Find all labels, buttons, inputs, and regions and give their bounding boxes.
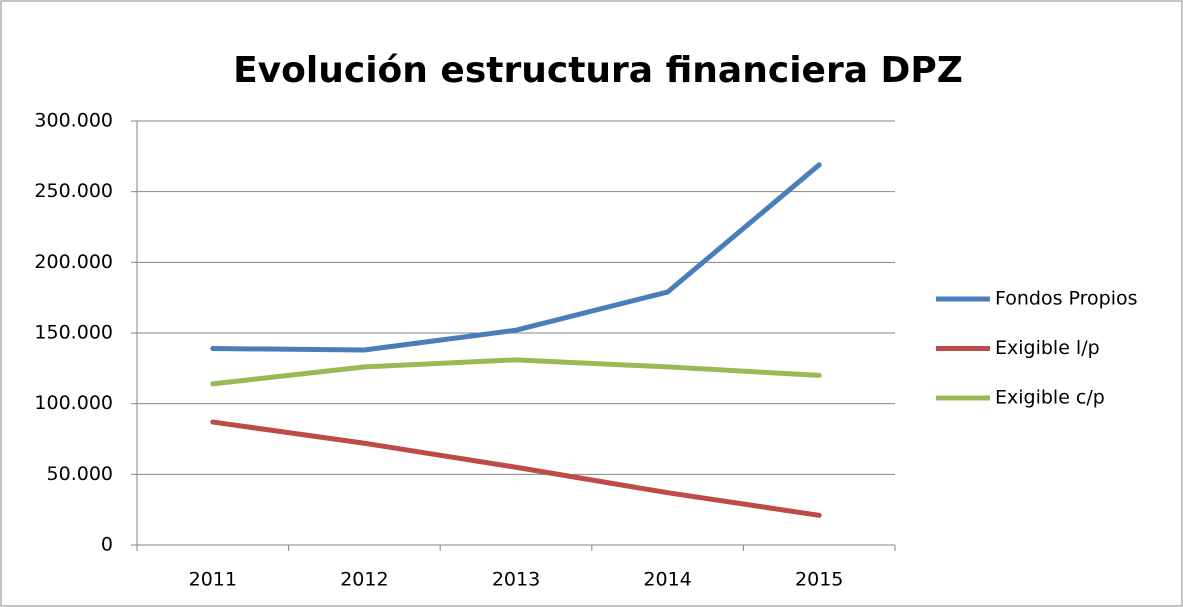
y-tick-label: 50.000 xyxy=(47,463,113,485)
y-tick-label: 300.000 xyxy=(34,110,113,132)
y-tick-label: 100.000 xyxy=(34,392,113,414)
chart-title: Evolución estructura financiera DPZ xyxy=(233,50,963,91)
y-tick-label: 150.000 xyxy=(34,322,113,344)
x-tick-label: 2015 xyxy=(795,569,843,591)
series-line xyxy=(210,419,822,518)
x-tick-label: 2011 xyxy=(189,569,237,591)
y-tick-label: 0 xyxy=(101,534,113,556)
series-line xyxy=(210,357,822,387)
x-tick-label: 2013 xyxy=(492,569,540,591)
x-tick-label: 2014 xyxy=(643,569,691,591)
legend-label: Exigible c/p xyxy=(995,387,1105,409)
legend-label: Exigible l/p xyxy=(995,337,1100,359)
legend-label: Fondos Propios xyxy=(995,288,1138,310)
x-tick-label: 2012 xyxy=(340,569,388,591)
y-tick-label: 200.000 xyxy=(34,251,113,273)
series-line xyxy=(210,162,822,353)
y-tick-label: 250.000 xyxy=(34,180,113,202)
